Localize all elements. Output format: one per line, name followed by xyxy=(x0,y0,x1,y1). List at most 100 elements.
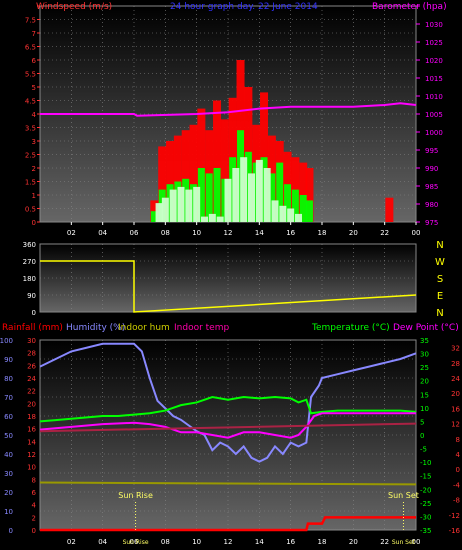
gust-bar xyxy=(213,100,222,222)
humidity-tick-label: 80 xyxy=(4,375,13,383)
gust-bar xyxy=(305,168,314,222)
speed-bar xyxy=(305,200,313,222)
temp-x-tick-label: 02 xyxy=(67,538,76,546)
avg-bar xyxy=(155,203,163,222)
humidity-tick-label: 50 xyxy=(4,432,13,440)
temp-tick-label: -15 xyxy=(420,473,431,481)
temp-x-tick-label: 22 xyxy=(380,538,389,546)
barometer-axis-label: Barometer (hpa) xyxy=(372,2,447,12)
direction-tick-label: 270 xyxy=(23,258,36,266)
temp-x-tick-label: 18 xyxy=(318,538,327,546)
temp-x-tick-label: 16 xyxy=(286,538,295,546)
humidity-tick-label: 20 xyxy=(4,489,13,497)
speed-bar xyxy=(150,211,158,222)
indoor-temp-tick-label: 8 xyxy=(456,436,460,444)
sun-bottom-label: Sun Rise xyxy=(123,539,149,546)
indoor-temp-tick-label: 12 xyxy=(451,421,460,429)
speed-bar xyxy=(299,195,307,222)
temp-tick-label: -35 xyxy=(420,527,431,535)
gust-bar xyxy=(166,141,175,222)
windspeed-tick-label: 1.5 xyxy=(25,179,36,187)
avg-bar xyxy=(248,173,255,222)
wind-x-tick-label: 12 xyxy=(224,229,233,237)
avg-bar xyxy=(224,178,232,222)
humidity-tick-label: 90 xyxy=(4,356,13,364)
temp-x-tick-label: 10 xyxy=(192,538,201,546)
indoor-temp-tick-label: 24 xyxy=(451,375,460,383)
indoor_hum-line xyxy=(39,481,417,486)
humidity-tick-label: 10 xyxy=(4,508,13,516)
gust-bar xyxy=(173,135,182,222)
legend-dewpoint: Dew Point (°C) xyxy=(393,323,459,333)
rainfall-tick-label: 14 xyxy=(27,438,36,446)
temp-x-tick-label: 08 xyxy=(161,538,170,546)
humidity-tick-label: 40 xyxy=(4,451,13,459)
legend-rainfall: Rainfall (mm) xyxy=(2,323,63,333)
rainfall-tick-label: 28 xyxy=(27,350,36,358)
speed-bar xyxy=(213,168,221,222)
windspeed-tick-label: 5.5 xyxy=(25,71,36,79)
temp-y-ticks: 0102030405060708090100024681012141618202… xyxy=(0,337,461,535)
speed-bar xyxy=(284,184,292,222)
humidity-tick-label: 70 xyxy=(4,394,13,402)
speed-bar xyxy=(291,189,299,222)
temp-tick-label: 15 xyxy=(420,391,429,399)
barometer-tick-label: 980 xyxy=(425,201,438,209)
avg-bar xyxy=(271,200,279,222)
temp-tick-label: 0 xyxy=(420,432,424,440)
indoor-temp-tick-label: 4 xyxy=(456,451,461,459)
windspeed-tick-label: 2 xyxy=(32,165,36,173)
wind-x-tick-label: 02 xyxy=(67,229,76,237)
wind-x-tick-label: 20 xyxy=(349,229,358,237)
speed-bar xyxy=(268,173,276,222)
rainfall-tick-label: 4 xyxy=(32,502,37,510)
direction-tick-label: 180 xyxy=(23,275,36,283)
temp-x-tick-label: 04 xyxy=(98,538,107,546)
indoor-temp-tick-label: 0 xyxy=(456,466,460,474)
rainfall-tick-label: 18 xyxy=(27,413,36,421)
rainfall-tick-label: 22 xyxy=(27,388,36,396)
windspeed-tick-label: 3.5 xyxy=(25,125,36,133)
legend-indoor-temp: Indoor temp xyxy=(174,323,229,333)
avg-bar xyxy=(279,205,287,222)
rainfall-tick-label: 2 xyxy=(32,514,36,522)
direction-tick-label: 90 xyxy=(27,292,36,300)
gust-bar xyxy=(385,197,394,222)
temp-x-tick-label: 20 xyxy=(349,538,358,546)
dewpoint-line xyxy=(39,412,416,439)
indoor-temp-tick-label: -12 xyxy=(449,512,460,520)
gust-bar xyxy=(299,162,308,222)
temp-tick-label: -20 xyxy=(420,486,431,494)
rainfall-tick-label: 26 xyxy=(27,362,36,370)
speed-bar xyxy=(205,173,213,222)
rainfall-tick-label: 0 xyxy=(32,527,36,535)
barometer-tick-label: 975 xyxy=(425,219,438,227)
compass-label: N xyxy=(436,308,443,319)
rainfall-tick-label: 24 xyxy=(27,375,36,383)
avg-bar xyxy=(232,168,240,222)
indoor-temp-tick-label: -4 xyxy=(453,481,461,489)
windspeed-tick-label: 4 xyxy=(32,111,37,119)
temp-tick-label: -5 xyxy=(420,446,427,454)
humidity-line xyxy=(39,342,417,463)
wind-x-tick-label: 22 xyxy=(380,229,389,237)
barometer-tick-label: 995 xyxy=(425,147,438,155)
humidity-tick-label: 30 xyxy=(4,470,13,478)
windspeed-tick-label: 3 xyxy=(32,138,36,146)
humidity-tick-label: 0 xyxy=(9,527,13,535)
sun-marker-label: Sun Rise xyxy=(118,491,153,500)
avg-bar xyxy=(255,159,263,222)
temp-tick-label: 30 xyxy=(420,351,429,359)
windspeed-axis-label: Windspeed (m/s) xyxy=(36,2,112,12)
barometer-tick-label: 1000 xyxy=(425,129,443,137)
avg-bar xyxy=(287,208,295,222)
sun-annotations: Sun Rise Sun Set Sun Rise Sun Set xyxy=(118,491,419,546)
gust-bar xyxy=(181,130,190,222)
rainfall-tick-label: 8 xyxy=(32,476,36,484)
indoor_temp-line xyxy=(39,422,417,433)
gust-bar xyxy=(189,124,198,222)
temp-tick-label: -30 xyxy=(420,513,431,521)
rainfall-tick-label: 20 xyxy=(27,400,36,408)
